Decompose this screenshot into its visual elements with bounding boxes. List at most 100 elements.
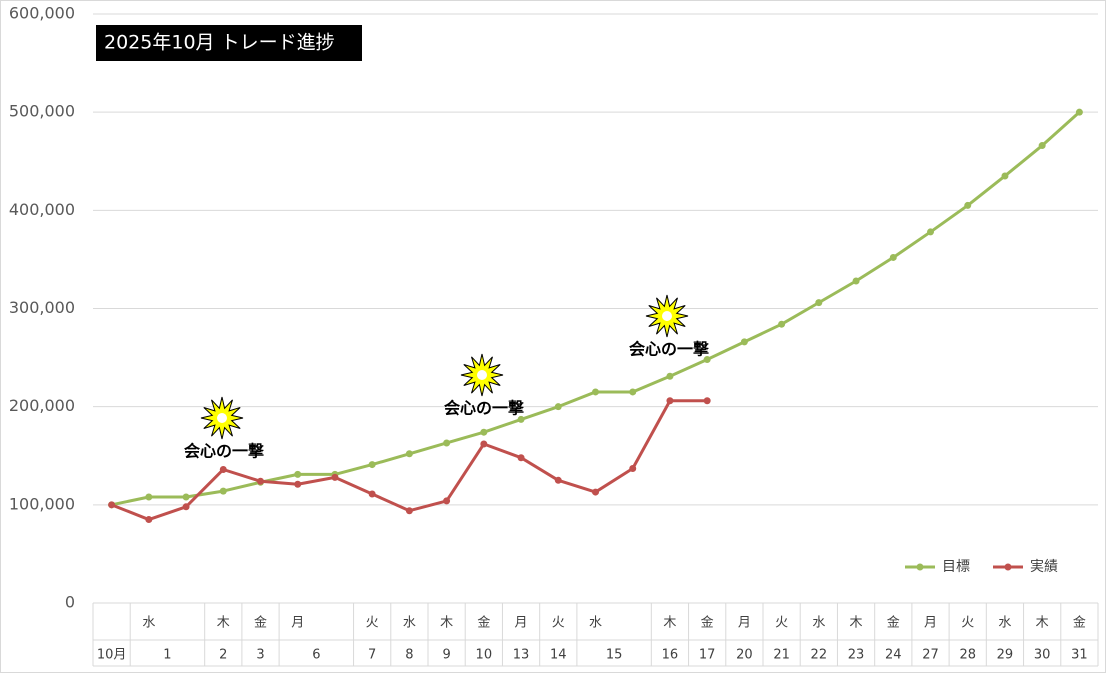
- x-tick-label: 水: [589, 616, 602, 631]
- x-tick-label: 火: [552, 616, 565, 631]
- x-tick-label: 木: [663, 616, 676, 631]
- legend-marker: [916, 563, 924, 571]
- starburst-center: [217, 413, 227, 423]
- y-tick-label: 500,000: [9, 102, 75, 121]
- annotation: 会心の一撃: [629, 340, 709, 359]
- x-tick-label: 金: [701, 615, 714, 631]
- data-point: [554, 403, 562, 411]
- data-point: [219, 465, 227, 473]
- x-tick-label: 金: [477, 615, 490, 631]
- data-point: [443, 497, 451, 505]
- x-tick-label: 14: [550, 648, 567, 663]
- data-point: [815, 299, 823, 307]
- x-tick-label: 水: [403, 616, 416, 631]
- x-tick-label: 20: [736, 648, 753, 663]
- x-tick-label: 8: [405, 648, 413, 663]
- data-point: [629, 465, 637, 473]
- data-point: [517, 415, 525, 423]
- x-tick-label: 木: [1036, 616, 1049, 631]
- x-tick-label: 月: [291, 616, 304, 631]
- x-tick-label: 金: [254, 615, 267, 631]
- x-tick-label: 水: [142, 616, 155, 631]
- data-point: [592, 488, 599, 496]
- x-tick-label: 16: [662, 648, 679, 663]
- starburst-center: [477, 370, 487, 380]
- data-point: [517, 454, 525, 462]
- x-tick-label: 7: [368, 648, 376, 663]
- data-point: [1038, 142, 1046, 150]
- chart-title: 2025年10月 トレード進捗: [104, 32, 335, 54]
- x-tick-label: 金: [887, 615, 900, 631]
- data-point: [145, 516, 153, 524]
- data-point: [889, 253, 897, 261]
- x-tick-label: 10月: [97, 648, 127, 663]
- data-point: [1001, 172, 1009, 180]
- x-tick-label: 水: [812, 616, 825, 631]
- data-point: [666, 397, 674, 405]
- data-point: [964, 201, 972, 209]
- x-tick-label: 23: [848, 648, 865, 663]
- x-tick-label: 金: [1073, 615, 1086, 631]
- data-point: [182, 503, 190, 511]
- x-tick-label: 火: [961, 616, 974, 631]
- x-tick-label: 10: [476, 648, 493, 663]
- x-tick-label: 24: [885, 648, 902, 663]
- x-tick-label: 1: [163, 648, 171, 663]
- data-point: [703, 356, 711, 364]
- x-tick-label: 木: [217, 616, 230, 631]
- y-tick-label: 0: [65, 593, 75, 612]
- data-point: [1075, 108, 1083, 116]
- x-tick-label: 火: [775, 616, 788, 631]
- data-point: [740, 338, 748, 346]
- data-point: [778, 320, 786, 328]
- legend-marker: [1004, 563, 1012, 571]
- starburst-center: [662, 311, 672, 321]
- data-point: [219, 487, 227, 495]
- legend-label: 実績: [1030, 559, 1058, 575]
- x-tick-label: 27: [922, 648, 939, 663]
- x-tick-label: 22: [811, 648, 828, 663]
- x-tick-label: 火: [366, 616, 379, 631]
- x-tick-label: 木: [850, 616, 863, 631]
- x-tick-label: 木: [440, 616, 453, 631]
- data-point: [368, 461, 376, 469]
- data-point: [480, 440, 488, 448]
- x-tick-label: 6: [312, 648, 320, 663]
- x-tick-label: 17: [699, 648, 716, 663]
- data-point: [368, 490, 376, 498]
- data-point: [480, 428, 488, 436]
- data-point: [703, 397, 711, 405]
- data-point: [108, 501, 116, 509]
- x-tick-label: 3: [256, 648, 264, 663]
- data-point: [294, 470, 302, 478]
- data-point: [405, 450, 413, 458]
- x-tick-label: 水: [998, 616, 1011, 631]
- x-tick-label: 月: [738, 616, 751, 631]
- data-point: [182, 493, 190, 501]
- data-point: [554, 476, 562, 484]
- annotation: 会心の一撃: [184, 442, 264, 461]
- data-point: [405, 507, 413, 515]
- x-tick-label: 31: [1071, 648, 1088, 663]
- data-point: [257, 477, 264, 485]
- x-tick-label: 13: [513, 648, 530, 663]
- x-tick-label: 月: [924, 616, 937, 631]
- x-tick-label: 21: [773, 648, 790, 663]
- x-tick-label: 28: [959, 648, 976, 663]
- title-box: [96, 25, 362, 61]
- legend-label: 目標: [942, 559, 970, 575]
- x-tick-label: 29: [997, 648, 1014, 663]
- data-point: [294, 480, 302, 488]
- y-tick-label: 200,000: [9, 396, 75, 415]
- data-point: [145, 493, 153, 501]
- y-tick-label: 600,000: [9, 4, 75, 23]
- y-tick-label: 400,000: [9, 200, 75, 219]
- data-point: [331, 473, 339, 481]
- y-tick-label: 300,000: [9, 298, 75, 317]
- x-tick-label: 2: [219, 648, 227, 663]
- data-point: [443, 439, 451, 447]
- data-point: [666, 372, 674, 380]
- data-point: [592, 388, 599, 396]
